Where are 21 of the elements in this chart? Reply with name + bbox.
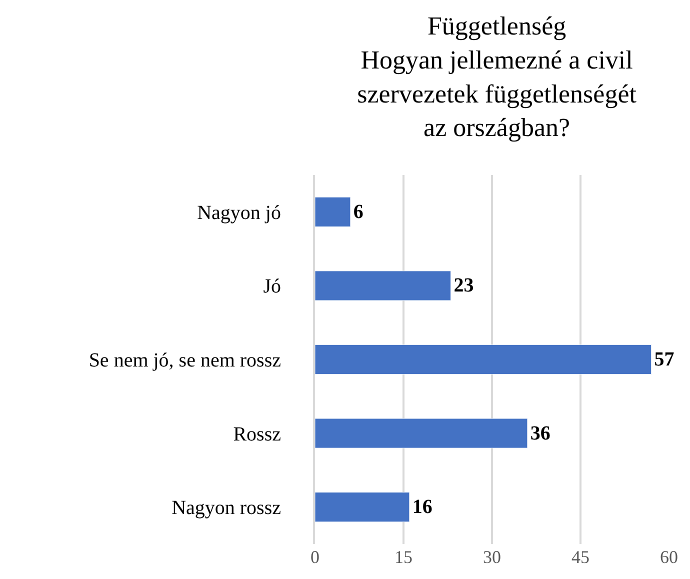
- data-label: 36: [530, 422, 550, 444]
- data-label: 16: [412, 496, 432, 518]
- y-tick-label: Jó: [263, 276, 281, 298]
- chart-title: Függetlenség Hogyan jellemezné a civil szervezetek függetlenségét az országban?: [357, 12, 638, 142]
- bar: [315, 270, 451, 301]
- y-tick-label: Se nem jó, se nem rossz: [88, 350, 282, 372]
- x-tick-label: 0: [310, 547, 320, 567]
- bar: [315, 492, 410, 522]
- x-tick-label: 45: [572, 547, 590, 567]
- x-tick-label: 15: [394, 547, 412, 567]
- x-tick-label: 30: [483, 547, 501, 567]
- y-tick-label: Nagyon jó: [197, 202, 281, 224]
- bar: [315, 418, 528, 448]
- y-tick-label: Nagyon rossz: [172, 497, 282, 520]
- data-label: 6: [353, 200, 364, 223]
- data-label: 57: [654, 348, 674, 370]
- data-label: 23: [454, 274, 474, 297]
- x-tick-label: 60: [660, 547, 678, 567]
- bar: [315, 196, 351, 227]
- y-tick-label: Rossz: [233, 423, 282, 446]
- bar: [315, 344, 652, 375]
